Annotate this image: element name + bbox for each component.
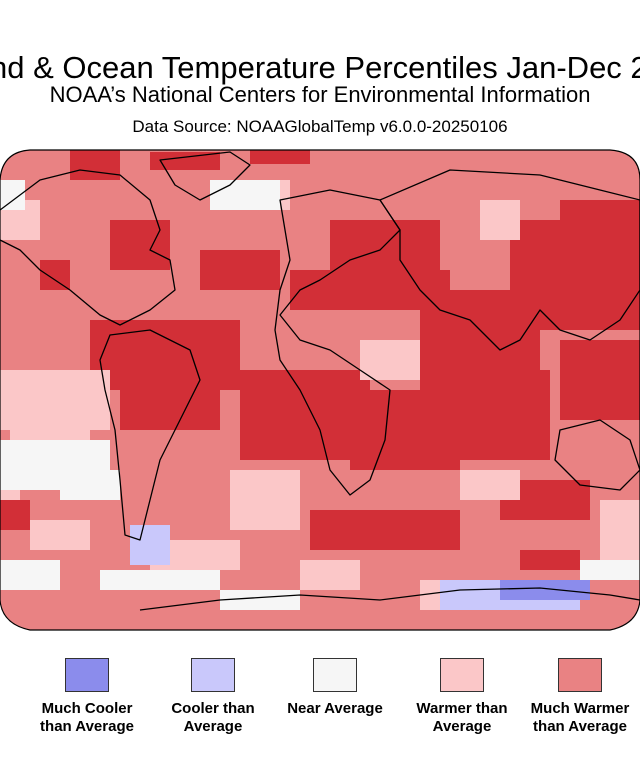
much-cooler-regions [500, 580, 590, 600]
map-border [0, 149, 640, 631]
greenland-outline [159, 151, 251, 201]
legend-swatch-much-cooler [65, 658, 109, 692]
legend-warmer: Warmer than Average [407, 658, 517, 736]
legend-much-warmer: Much Warmer than Average [525, 658, 635, 736]
legend-label-much-cooler: Much Cooler than Average [40, 700, 134, 735]
legend-much-cooler: Much Cooler than Average [32, 658, 142, 736]
continent-outlines [0, 151, 640, 611]
south-america-outline [99, 329, 201, 541]
map-subtitle: NOAA’s National Centers for Environmenta… [49, 82, 591, 107]
legend-label-cooler: Cooler than Average [171, 700, 255, 735]
near-average-regions [0, 180, 640, 610]
legend-label-warmer: Warmer than Average [416, 700, 508, 735]
legend-label-much-warmer: Much Warmer than Average [530, 700, 630, 735]
australia-outline [554, 419, 640, 491]
legend-near: Near Average [280, 658, 390, 718]
map-title: nd & Ocean Temperature Percentiles Jan-D… [0, 50, 640, 85]
legend-swatch-cooler [191, 658, 235, 692]
asia-outline [379, 169, 640, 351]
legend-cooler: Cooler than Average [158, 658, 268, 736]
legend-swatch-near [313, 658, 357, 692]
antarctica-outline [139, 587, 640, 611]
legend-swatch-much-warmer [558, 658, 602, 692]
record-warmest-regions [0, 150, 640, 570]
legend-label-near: Near Average [287, 700, 383, 717]
europe-africa-outline [274, 189, 401, 496]
data-source: Data Source: NOAAGlobalTemp v6.0.0-20250… [132, 117, 508, 136]
legend-swatch-warmer [440, 658, 484, 692]
world-percentile-map [0, 149, 640, 631]
north-america-outline [0, 169, 176, 326]
